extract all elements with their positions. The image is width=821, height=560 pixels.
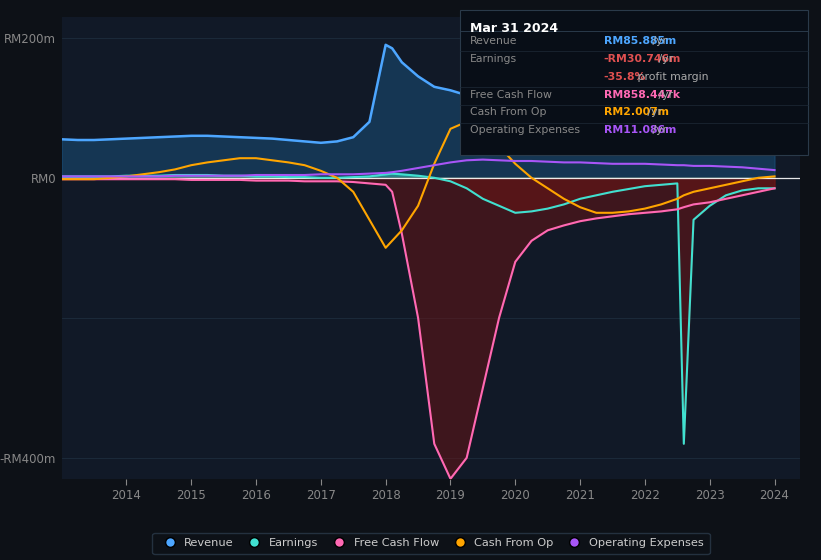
Text: Earnings: Earnings — [470, 54, 517, 64]
Text: /yr: /yr — [644, 108, 663, 118]
Text: /yr: /yr — [649, 36, 667, 46]
Text: RM2.007m: RM2.007m — [603, 108, 668, 118]
Text: Mar 31 2024: Mar 31 2024 — [470, 22, 558, 35]
Text: profit margin: profit margin — [634, 72, 709, 82]
Legend: Revenue, Earnings, Free Cash Flow, Cash From Op, Operating Expenses: Revenue, Earnings, Free Cash Flow, Cash … — [153, 533, 709, 554]
Text: -RM30.746m: -RM30.746m — [603, 54, 681, 64]
Text: RM858.447k: RM858.447k — [603, 90, 680, 100]
Text: /yr: /yr — [649, 125, 667, 136]
Text: -35.8%: -35.8% — [603, 72, 646, 82]
Text: Cash From Op: Cash From Op — [470, 108, 546, 118]
Text: Operating Expenses: Operating Expenses — [470, 125, 580, 136]
Text: /yr: /yr — [654, 54, 672, 64]
Text: /yr: /yr — [654, 90, 672, 100]
Text: RM11.086m: RM11.086m — [603, 125, 676, 136]
Text: RM85.885m: RM85.885m — [603, 36, 676, 46]
Text: Free Cash Flow: Free Cash Flow — [470, 90, 552, 100]
Text: Revenue: Revenue — [470, 36, 517, 46]
